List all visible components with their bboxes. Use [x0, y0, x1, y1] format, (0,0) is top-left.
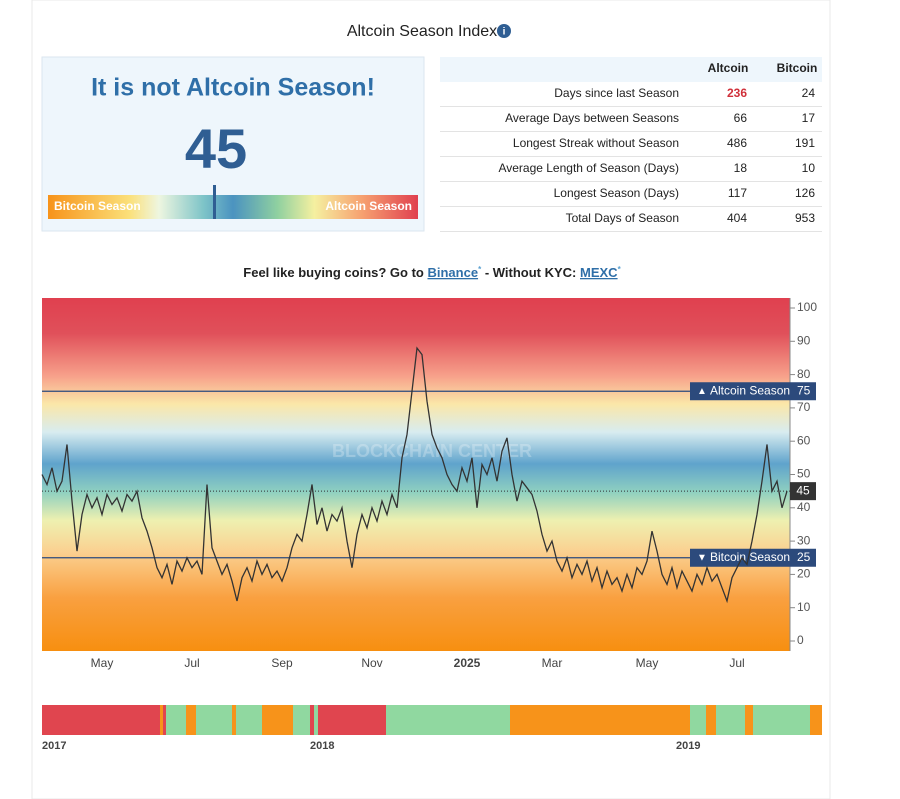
table-header — [440, 57, 822, 82]
strip-segment — [745, 705, 753, 735]
threshold-label: Bitcoin Season — [710, 550, 790, 564]
threshold-value: 25 — [797, 550, 811, 564]
x-tick-label: May — [91, 656, 114, 670]
y-tick-label: 10 — [797, 600, 811, 614]
altcoin-value: 486 — [727, 136, 747, 150]
row-label: Longest Season (Days) — [554, 186, 679, 200]
row-label: Longest Streak without Season — [513, 136, 679, 150]
y-tick-label: 100 — [797, 300, 817, 314]
promo-text: Feel like buying coins? Go to — [243, 265, 424, 280]
gauge-headline: It is not Altcoin Season! — [91, 74, 375, 102]
gauge-right-label: Altcoin Season — [325, 199, 412, 213]
altcoin-value: 236 — [727, 86, 747, 100]
timeline-strip: 2017 2018 2019 — [42, 705, 822, 752]
timeline-label: 2019 — [676, 740, 700, 752]
threshold-box — [690, 382, 816, 401]
promo-link[interactable]: MEXC — [580, 265, 618, 280]
altcoin-value: 18 — [734, 161, 748, 175]
strip-segment — [810, 705, 822, 735]
chart: BLOCKCHAIN CENTER 0 10 20 30 40 50 60 70 80 90 100 M… — [41, 298, 817, 670]
strip-segment — [163, 705, 166, 735]
y-tick-label: 40 — [797, 500, 811, 514]
bitcoin-value: 24 — [802, 86, 816, 100]
y-tick-label: 30 — [797, 533, 811, 547]
strip-segment — [314, 705, 318, 735]
strip-segment — [386, 705, 510, 735]
bitcoin-value: 10 — [802, 161, 816, 175]
altcoin-value: 66 — [734, 111, 748, 125]
y-tick-label: 80 — [797, 367, 811, 381]
watermark: BLOCKCHAIN CENTER — [332, 441, 532, 461]
x-tick-label: 2025 — [454, 656, 481, 670]
threshold-value: 75 — [797, 383, 811, 397]
y-tick-label: 50 — [797, 467, 811, 481]
threshold-arrow: ▼ — [697, 552, 707, 563]
current-box — [790, 482, 816, 501]
plot-background — [42, 298, 790, 651]
gauge-value: 45 — [185, 117, 247, 180]
strip-segment — [186, 705, 196, 735]
index-line — [41, 346, 788, 604]
x-tick-label: May — [636, 656, 659, 670]
threshold-arrow: ▲ — [697, 386, 707, 397]
strip-segment — [310, 705, 314, 735]
gauge-bar — [48, 195, 418, 219]
gauge-left-label: Bitcoin Season — [54, 199, 141, 213]
current-value: 45 — [796, 483, 810, 497]
info-icon-glyph: i — [503, 27, 506, 38]
promo: Feel like buying coins? Go to Binance* -… — [243, 261, 621, 280]
timeline-label: 2018 — [310, 740, 334, 752]
y-tick-label: 60 — [797, 433, 811, 447]
y-tick-label: 20 — [797, 567, 811, 581]
strip-segment — [510, 705, 690, 735]
row-label: Total Days of Season — [566, 211, 679, 225]
info-icon[interactable] — [497, 24, 511, 38]
column-header: Bitcoin — [777, 61, 818, 75]
timeline-label: 2017 — [42, 740, 66, 752]
strip-segment — [232, 705, 236, 735]
x-tick-label: Jul — [184, 656, 199, 670]
promo-mark: * — [618, 265, 622, 274]
bitcoin-value: 953 — [795, 211, 815, 225]
row-label: Days since last Season — [554, 86, 679, 100]
x-tick-label: Nov — [361, 656, 382, 670]
row-label: Average Length of Season (Days) — [498, 161, 679, 175]
bitcoin-value: 17 — [802, 111, 816, 125]
y-tick-label: 70 — [797, 400, 811, 414]
altcoin-value: 404 — [727, 211, 747, 225]
promo-text: - Without KYC: — [485, 265, 577, 280]
altcoin-value: 117 — [728, 186, 747, 200]
y-tick-label: 0 — [797, 633, 804, 647]
strip-segment — [166, 705, 186, 735]
bitcoin-value: 126 — [795, 186, 815, 200]
y-tick-label: 90 — [797, 333, 811, 347]
strip-segment — [716, 705, 745, 735]
strip-segment — [160, 705, 163, 735]
threshold-label: Altcoin Season — [710, 383, 790, 397]
bitcoin-value: 191 — [795, 136, 815, 150]
x-tick-label: Mar — [542, 656, 563, 670]
x-tick-label: Jul — [729, 656, 744, 670]
promo-mark: * — [478, 265, 482, 274]
strip-segment — [706, 705, 716, 735]
strip-segment — [753, 705, 810, 735]
strip-segment — [293, 705, 310, 735]
row-label: Average Days between Seasons — [505, 111, 679, 125]
column-header: Altcoin — [708, 61, 749, 75]
strip-segment — [236, 705, 262, 735]
threshold-box — [690, 548, 816, 567]
page-title: Altcoin Season Index — [347, 23, 497, 40]
strip-segment — [690, 705, 706, 735]
strip-segment — [262, 705, 293, 735]
strip-segment — [318, 705, 386, 735]
strip-segment — [42, 705, 160, 735]
x-tick-label: Sep — [271, 656, 293, 670]
strip-segment — [196, 705, 232, 735]
promo-link[interactable]: Binance — [427, 265, 478, 280]
